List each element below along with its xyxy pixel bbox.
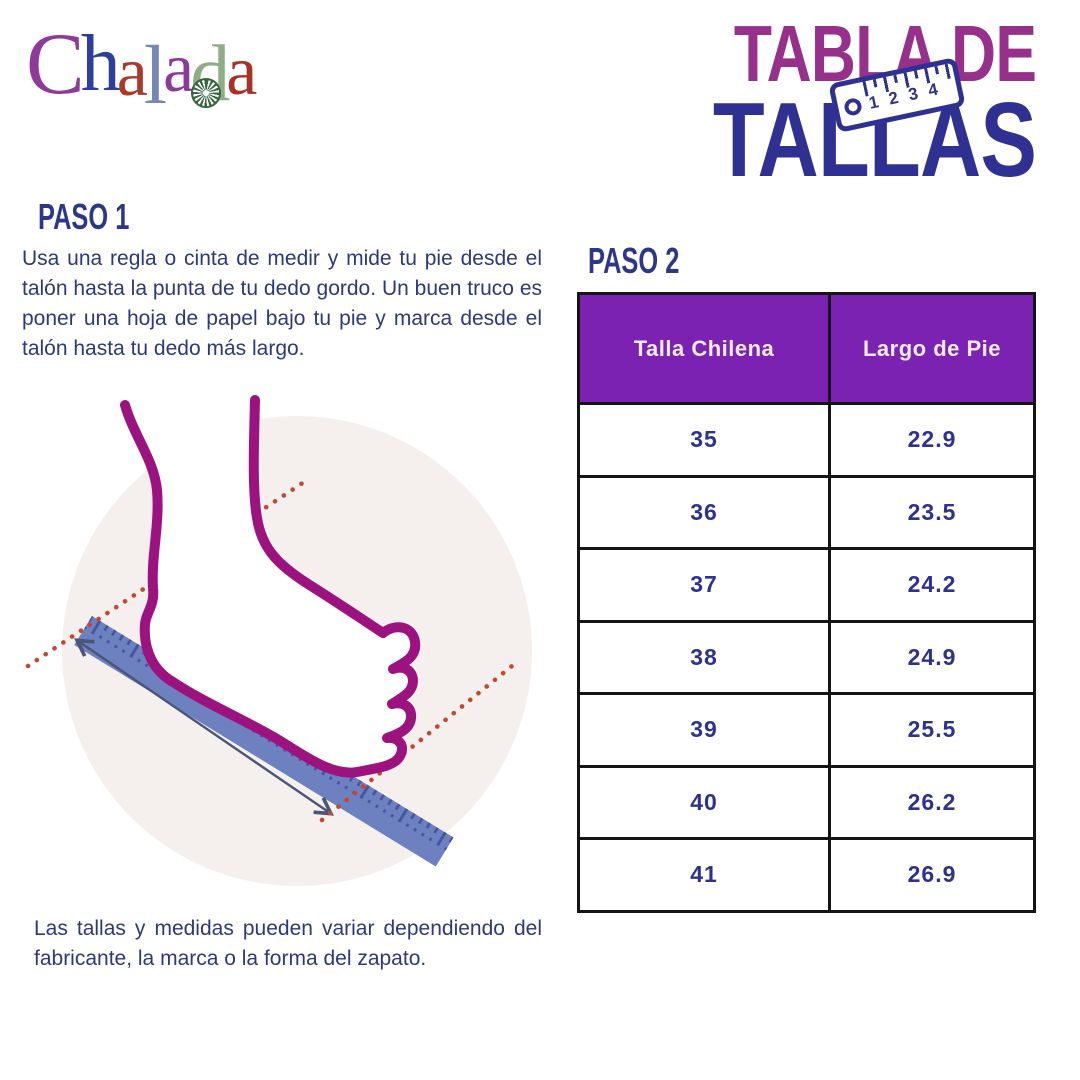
table-header-row: Talla Chilena Largo de Pie: [577, 292, 1036, 405]
foot-outline: [120, 395, 421, 778]
largo-cell: 23.5: [828, 474, 1036, 550]
ruler-hole-icon: [842, 96, 864, 117]
logo-letter: a: [226, 33, 257, 110]
logo-letter: l: [143, 29, 167, 122]
talla-cell: 35: [577, 402, 831, 478]
table-row: 36 23.5: [577, 474, 1036, 550]
logo-letter: h: [80, 20, 121, 108]
table-row: 39 25.5: [577, 692, 1036, 768]
measure-arrow: [74, 638, 334, 816]
table-row: 35 22.9: [577, 402, 1036, 478]
talla-cell: 36: [577, 474, 831, 550]
logo-letter: a: [163, 30, 194, 107]
flower-icon: [191, 78, 222, 108]
largo-cell: 26.2: [828, 764, 1036, 840]
step2-heading: PASO 2: [588, 240, 680, 282]
talla-cell: 37: [577, 547, 831, 623]
logo-letter: a: [116, 34, 148, 111]
table-row: 38 24.9: [577, 619, 1036, 695]
talla-cell: 38: [577, 619, 831, 695]
footnote: Las tallas y medidas pueden variar depen…: [34, 917, 542, 970]
step1-instructions: Usa una regla o cinta de medir y mide tu…: [22, 247, 542, 360]
talla-cell: 39: [577, 692, 831, 768]
logo-letter: d: [190, 29, 230, 120]
toe-dotted-line: [319, 663, 515, 823]
column-header-talla: Talla Chilena: [577, 292, 831, 405]
column-header-largo: Largo de Pie: [828, 292, 1036, 405]
table-row: 37 24.2: [577, 547, 1036, 623]
largo-cell: 22.9: [828, 402, 1036, 478]
largo-cell: 24.9: [828, 619, 1036, 695]
talla-cell: 40: [577, 764, 831, 840]
page-title: TABLA DE TALLAS: [632, 14, 1037, 194]
table-row: 41 26.9: [577, 837, 1036, 913]
largo-cell: 26.9: [828, 837, 1036, 913]
size-table: Talla Chilena Largo de Pie 35 22.9 36 23…: [577, 292, 1036, 913]
largo-cell: 25.5: [828, 692, 1036, 768]
table-row: 40 26.2: [577, 764, 1036, 840]
brand-logo: Chalad a: [26, 14, 257, 124]
foot-measurement-illustration: [25, 395, 532, 886]
logo-letter: C: [26, 16, 85, 113]
step1-heading: PASO 1: [38, 196, 130, 238]
largo-cell: 24.2: [828, 547, 1036, 623]
talla-cell: 41: [577, 837, 831, 913]
